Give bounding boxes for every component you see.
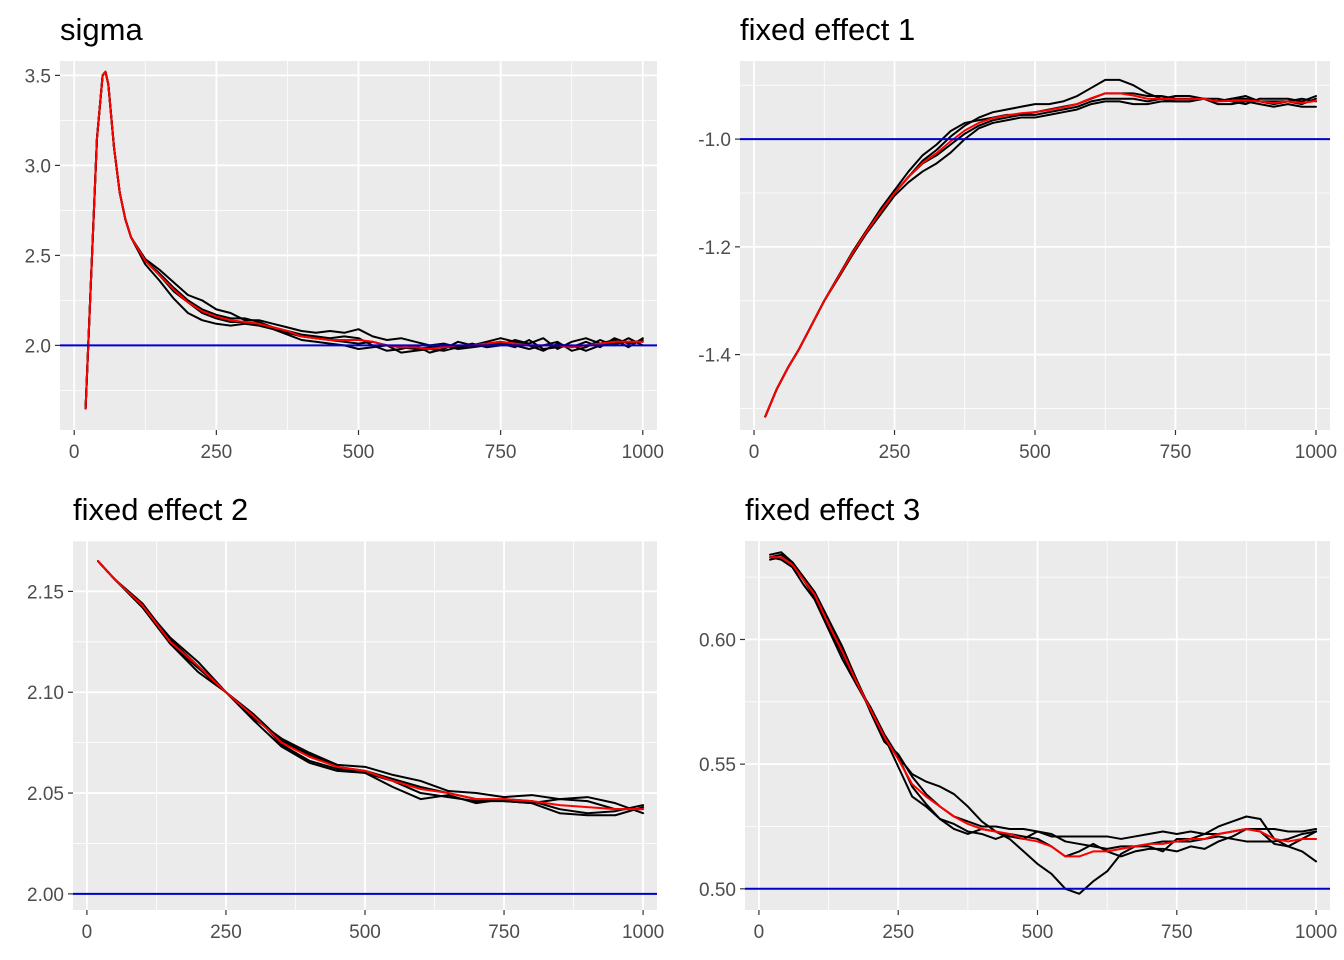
panel-title: fixed effect 2 <box>73 492 248 527</box>
y-tick-label: 3.5 <box>25 66 51 87</box>
x-tick-label: 750 <box>1161 922 1193 943</box>
x-tick-label: 0 <box>69 442 80 463</box>
x-tick-label: 500 <box>1022 922 1054 943</box>
x-tick-label: 0 <box>749 442 760 463</box>
panel-sigma: 0 250 500 750 1000 2.0 2.5 3.0 3.5 sigma <box>25 12 664 463</box>
y-tick-label: -1.0 <box>698 130 731 151</box>
mean-trace-line <box>769 556 1318 858</box>
x-tick-label: 0 <box>82 922 93 943</box>
mean-trace-line <box>764 92 1317 418</box>
x-tick-label: 250 <box>879 442 911 463</box>
x-tick-label: 250 <box>201 442 233 463</box>
y-tick-label: 2.10 <box>27 683 64 704</box>
x-tick-label: 500 <box>343 442 375 463</box>
panel-title: fixed effect 1 <box>740 12 915 47</box>
x-tick-label: 250 <box>882 922 914 943</box>
y-tick-label: -1.2 <box>698 238 731 259</box>
x-tick-label: 750 <box>1160 442 1192 463</box>
chain-trace-line-3 <box>97 560 645 815</box>
y-tick-label: 0.50 <box>699 880 736 901</box>
chain-trace-line-4 <box>769 556 1318 850</box>
y-tick-label: 2.5 <box>25 246 51 267</box>
chain-trace-line-4 <box>97 560 645 817</box>
y-tick-label: 2.0 <box>25 336 51 357</box>
x-tick-label: 250 <box>210 922 242 943</box>
x-tick-label: 1000 <box>1295 442 1337 463</box>
panel-fixed-effect-3: 0 250 500 750 1000 0.50 0.55 0.60 fixed effect 3 <box>699 492 1337 943</box>
x-tick-label: 0 <box>754 922 765 943</box>
x-tick-label: 500 <box>1019 442 1051 463</box>
mean-trace-line <box>97 560 645 811</box>
panel-title: fixed effect 3 <box>745 492 920 527</box>
y-tick-label: 3.0 <box>25 156 51 177</box>
x-tick-label: 750 <box>488 922 520 943</box>
y-tick-label: -1.4 <box>698 346 731 367</box>
x-tick-label: 1000 <box>622 442 664 463</box>
x-tick-label: 500 <box>349 922 381 943</box>
x-tick-label: 1000 <box>622 922 664 943</box>
panel-fixed-effect-2: 0 250 500 750 1000 2.00 2.05 2.10 2.15 fixed effe… <box>27 492 664 943</box>
y-tick-label: 2.05 <box>27 784 64 805</box>
x-tick-label: 1000 <box>1295 922 1337 943</box>
y-tick-label: 0.55 <box>699 755 736 776</box>
x-tick-label: 750 <box>485 442 517 463</box>
y-tick-label: 2.00 <box>27 885 64 906</box>
panel-title: sigma <box>60 12 143 47</box>
y-tick-label: 0.60 <box>699 630 736 651</box>
panel-fixed-effect-1: 0 250 500 750 1000 -1.4 -1.2 -1.0 fixed effect 1 <box>698 12 1337 463</box>
y-tick-label: 2.15 <box>27 582 64 603</box>
